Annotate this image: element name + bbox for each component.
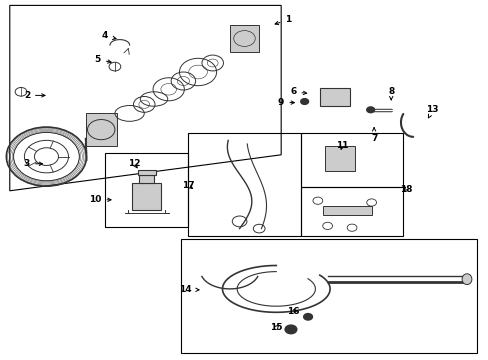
Text: 1: 1 — [275, 15, 291, 24]
Text: 8: 8 — [387, 87, 393, 100]
Text: 7: 7 — [370, 128, 377, 143]
Bar — [188, 133, 300, 236]
Bar — [300, 187, 403, 236]
Bar — [322, 206, 371, 215]
Bar — [181, 239, 476, 353]
Ellipse shape — [461, 274, 471, 284]
Circle shape — [285, 325, 296, 334]
Bar — [139, 175, 154, 183]
Text: 10: 10 — [89, 195, 111, 204]
Text: 15: 15 — [269, 323, 282, 332]
Text: 9: 9 — [277, 98, 294, 107]
Circle shape — [303, 314, 312, 320]
Text: 6: 6 — [290, 87, 306, 96]
Bar — [138, 171, 155, 175]
Text: 17: 17 — [182, 181, 194, 190]
Text: 4: 4 — [102, 31, 116, 40]
Text: 2: 2 — [24, 91, 45, 100]
Bar — [85, 113, 117, 146]
Circle shape — [300, 99, 308, 104]
Bar — [300, 133, 403, 187]
Text: 5: 5 — [95, 55, 111, 64]
Circle shape — [366, 107, 374, 113]
Text: 16: 16 — [286, 307, 299, 316]
Bar — [320, 88, 349, 106]
Text: 11: 11 — [335, 141, 348, 150]
Text: 12: 12 — [128, 159, 141, 168]
Text: 13: 13 — [426, 105, 438, 118]
Text: 18: 18 — [399, 184, 411, 194]
Text: 14: 14 — [179, 285, 199, 294]
Bar — [105, 153, 188, 227]
Bar — [325, 146, 354, 171]
Bar — [229, 25, 259, 52]
Bar — [132, 183, 161, 210]
Text: 3: 3 — [24, 159, 42, 168]
